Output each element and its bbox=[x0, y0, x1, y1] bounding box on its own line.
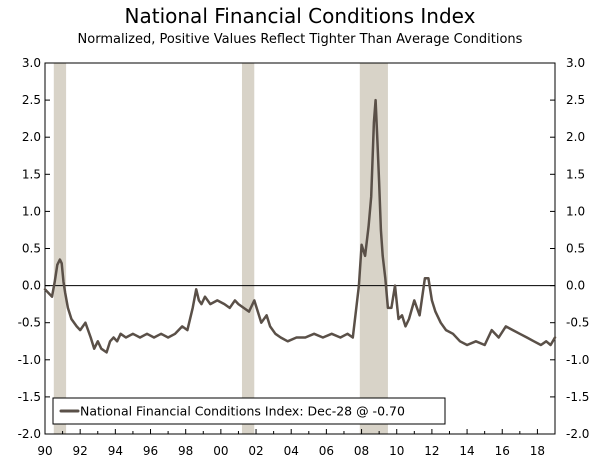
recession-shading-group bbox=[53, 63, 388, 434]
y-tick-label-left: -1.0 bbox=[18, 353, 41, 367]
plot-frame bbox=[44, 62, 556, 435]
chart-subtitle: Normalized, Positive Values Reflect Tigh… bbox=[77, 32, 523, 47]
y-tick-label-right: -0.5 bbox=[566, 316, 589, 330]
series-group bbox=[43, 98, 557, 354]
x-tick-label: 90 bbox=[37, 444, 52, 458]
x-tick-label: 16 bbox=[495, 444, 510, 458]
x-tick-label: 18 bbox=[530, 444, 545, 458]
x-tick-label: 06 bbox=[319, 444, 334, 458]
y-tick-label-left: 2.5 bbox=[22, 93, 41, 107]
y-tick-label-right: -1.5 bbox=[566, 390, 589, 404]
x-tick-label: 00 bbox=[213, 444, 228, 458]
legend-label: National Financial Conditions Index: Dec… bbox=[80, 404, 405, 419]
x-tick-label: 94 bbox=[108, 444, 123, 458]
x-axis: 90 92 94 96 98 00 02 04 06 08 10 12 14 16 18 bbox=[37, 429, 556, 458]
y-tick-label-right: 2.0 bbox=[566, 130, 585, 144]
recession-band-0 bbox=[53, 63, 67, 434]
y-tick-label-left: 1.5 bbox=[22, 167, 41, 181]
y-tick-label-right: 1.0 bbox=[566, 204, 585, 218]
y-axis-left: 3.0 2.5 2.0 1.5 1.0 0.5 0.0 -0.5 -1.0 -1.5 -2.0 bbox=[18, 56, 50, 441]
y-tick-label-left: -2.0 bbox=[18, 427, 41, 441]
y-tick-label-left: -1.5 bbox=[18, 390, 41, 404]
recession-band-1 bbox=[241, 63, 255, 434]
x-tick-label: 08 bbox=[354, 444, 369, 458]
y-tick-label-left: 3.0 bbox=[22, 56, 41, 70]
y-tick-label-left: 0.5 bbox=[22, 242, 41, 256]
x-tick-label: 14 bbox=[459, 444, 474, 458]
y-tick-label-right: 3.0 bbox=[566, 56, 585, 70]
y-tick-label-left: 0.0 bbox=[22, 279, 41, 293]
legend: National Financial Conditions Index: Dec… bbox=[52, 397, 446, 425]
y-tick-label-right: 2.5 bbox=[566, 93, 585, 107]
plot-border bbox=[44, 62, 556, 435]
x-tick-label: 04 bbox=[284, 444, 299, 458]
x-tick-label: 02 bbox=[248, 444, 263, 458]
y-tick-label-right: -1.0 bbox=[566, 353, 589, 367]
y-tick-label-right: -2.0 bbox=[566, 427, 589, 441]
x-tick-label: 92 bbox=[73, 444, 88, 458]
y-tick-label-left: 1.0 bbox=[22, 204, 41, 218]
x-tick-label: 96 bbox=[143, 444, 158, 458]
y-axis-right: 3.0 2.5 2.0 1.5 1.0 0.5 0.0 -0.5 -1.0 -1.5 -2.0 bbox=[550, 56, 589, 441]
x-tick-label: 98 bbox=[178, 444, 193, 458]
series-line-0 bbox=[43, 98, 557, 354]
y-tick-label-right: 1.5 bbox=[566, 167, 585, 181]
x-tick-label: 12 bbox=[424, 444, 439, 458]
y-tick-label-right: 0.0 bbox=[566, 279, 585, 293]
y-tick-label-right: 0.5 bbox=[566, 242, 585, 256]
y-tick-label-left: 2.0 bbox=[22, 130, 41, 144]
legend-box bbox=[52, 397, 446, 425]
y-tick-label-left: -0.5 bbox=[18, 316, 41, 330]
chart-title: National Financial Conditions Index bbox=[124, 4, 476, 28]
x-tick-label: 10 bbox=[389, 444, 404, 458]
